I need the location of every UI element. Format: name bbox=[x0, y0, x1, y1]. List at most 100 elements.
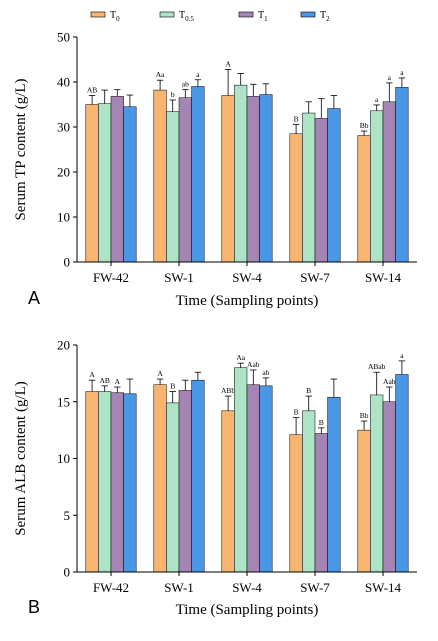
significance-label-t0-sw-14: Bb bbox=[360, 411, 369, 420]
x-tick-label-sw-14: SW-14 bbox=[365, 580, 402, 595]
y-tick-label: 20 bbox=[57, 165, 70, 180]
y-tick-label: 0 bbox=[64, 255, 71, 270]
x-tick-label-fw-42: FW-42 bbox=[93, 580, 129, 595]
bar-t0-sw-4 bbox=[221, 410, 235, 573]
bar-t1-sw-7 bbox=[314, 433, 328, 573]
bar-t0-fw-42 bbox=[85, 104, 99, 263]
legend-label-t0-5: T0.5 bbox=[179, 10, 194, 23]
significance-label-t1-sw-4: Aab bbox=[247, 360, 260, 369]
bar-t2-sw-4 bbox=[259, 385, 273, 573]
significance-label-t0-sw-14: Bb bbox=[360, 121, 369, 130]
significance-label-t0-5-sw-1: b bbox=[171, 90, 175, 99]
panel-letter: B bbox=[28, 597, 40, 617]
bar-t0-sw-14 bbox=[357, 429, 371, 573]
bar-t1-sw-14 bbox=[382, 401, 396, 573]
significance-label-t2-sw-1: a bbox=[196, 70, 200, 79]
bar-t0-sw-14 bbox=[357, 135, 371, 263]
significance-label-t0-fw-42: AB bbox=[87, 86, 97, 95]
y-axis-title: Serum TP content (g/L) bbox=[13, 78, 29, 220]
bar-t1-sw-4 bbox=[246, 384, 260, 573]
significance-label-t0-sw-1: Aa bbox=[156, 70, 165, 79]
bar-t0-sw-1 bbox=[153, 89, 167, 263]
bar-t0-5-fw-42 bbox=[98, 103, 112, 263]
significance-label-t2-sw-4: ab bbox=[262, 368, 269, 377]
x-tick-label-sw-1: SW-1 bbox=[164, 270, 194, 285]
x-tick-label-sw-1: SW-1 bbox=[164, 580, 194, 595]
bar-t1-fw-42 bbox=[110, 392, 124, 573]
bar-t2-sw-1 bbox=[191, 86, 205, 263]
y-tick-label: 50 bbox=[57, 30, 70, 45]
y-tick-label: 10 bbox=[57, 451, 70, 466]
bar-t0-sw-1 bbox=[153, 384, 167, 573]
legend: T0 T0.5 T1 T2 bbox=[90, 10, 330, 23]
significance-label-t1-sw-1: ab bbox=[182, 80, 189, 89]
legend-swatch-t0 bbox=[90, 11, 106, 18]
bar-t0-5-fw-42 bbox=[98, 391, 112, 573]
significance-label-t0-5-sw-14: a bbox=[375, 95, 379, 104]
y-tick-label: 20 bbox=[57, 338, 70, 353]
x-tick-label-sw-4: SW-4 bbox=[232, 270, 262, 285]
bar-t2-sw-14 bbox=[395, 87, 409, 263]
bar-t0-5-sw-1 bbox=[166, 111, 180, 263]
significance-label-t2-sw-14: a bbox=[400, 68, 404, 77]
legend-label-sub: 0 bbox=[116, 15, 120, 23]
significance-label-t0-5-sw-4: Aa bbox=[236, 353, 245, 362]
bar-t1-sw-7 bbox=[314, 118, 328, 263]
y-tick-label: 5 bbox=[64, 508, 71, 523]
legend-label-t2: T2 bbox=[320, 10, 330, 23]
legend-label-t1: T1 bbox=[258, 10, 268, 23]
bar-t2-sw-7 bbox=[327, 108, 341, 263]
significance-label-t0-sw-7: B bbox=[294, 408, 299, 417]
bar-t0-5-sw-14 bbox=[370, 394, 384, 573]
x-axis-title: Time (Sampling points) bbox=[176, 602, 319, 618]
significance-label-t0-5-sw-14: ABab bbox=[368, 362, 386, 371]
bar-t2-sw-14 bbox=[395, 374, 409, 573]
bar-t2-sw-7 bbox=[327, 396, 341, 573]
significance-label-t0-sw-7: B bbox=[294, 114, 299, 123]
bar-t0-sw-7 bbox=[289, 133, 303, 263]
legend-label-sub: 0.5 bbox=[185, 15, 194, 23]
bar-t0-sw-7 bbox=[289, 434, 303, 573]
significance-label-t1-sw-14: Aab bbox=[383, 377, 396, 386]
significance-label-t0-sw-4: ABb bbox=[221, 386, 235, 395]
x-tick-label-sw-4: SW-4 bbox=[232, 580, 262, 595]
bar-t1-sw-4 bbox=[246, 96, 260, 263]
significance-label-t0-5-sw-1: B bbox=[170, 382, 175, 391]
bar-t0-fw-42 bbox=[85, 391, 99, 573]
y-tick-label: 0 bbox=[64, 565, 71, 580]
bar-t0-5-sw-1 bbox=[166, 402, 180, 573]
legend-label-base: T bbox=[320, 10, 326, 21]
legend-swatch-t1 bbox=[238, 11, 254, 18]
significance-label-t1-sw-7: B bbox=[319, 418, 324, 427]
significance-label-t0-sw-1: A bbox=[157, 369, 163, 378]
legend-label-base: T bbox=[110, 10, 116, 21]
bar-t2-sw-4 bbox=[259, 94, 273, 263]
x-tick-label-fw-42: FW-42 bbox=[93, 270, 129, 285]
bar-t1-sw-1 bbox=[178, 97, 192, 263]
bar-t0-5-sw-14 bbox=[370, 110, 384, 263]
bar-t2-fw-42 bbox=[123, 393, 137, 573]
significance-label-t0-5-fw-42: AB bbox=[99, 376, 109, 385]
bar-t0-5-sw-4 bbox=[234, 84, 248, 263]
legend-label-sub: 2 bbox=[326, 15, 330, 23]
y-tick-label: 30 bbox=[57, 120, 70, 135]
y-tick-label: 15 bbox=[57, 394, 70, 409]
significance-label-t2-sw-14: a bbox=[400, 351, 404, 360]
legend-label-base: T bbox=[258, 10, 264, 21]
y-tick-label: 40 bbox=[57, 75, 70, 90]
bar-t0-5-sw-7 bbox=[302, 410, 316, 573]
legend-label-sub: 1 bbox=[264, 15, 268, 23]
x-tick-label-sw-14: SW-14 bbox=[365, 270, 402, 285]
x-tick-label-sw-7: SW-7 bbox=[300, 580, 330, 595]
bar-t0-5-sw-4 bbox=[234, 367, 248, 573]
x-tick-label-sw-7: SW-7 bbox=[300, 270, 330, 285]
legend-swatch-t0-5 bbox=[159, 11, 175, 18]
significance-label-t0-fw-42: A bbox=[89, 370, 95, 379]
x-axis-title: Time (Sampling points) bbox=[176, 293, 319, 309]
bar-t2-sw-1 bbox=[191, 379, 205, 573]
bar-t1-fw-42 bbox=[110, 96, 124, 263]
bar-t1-sw-14 bbox=[382, 101, 396, 263]
